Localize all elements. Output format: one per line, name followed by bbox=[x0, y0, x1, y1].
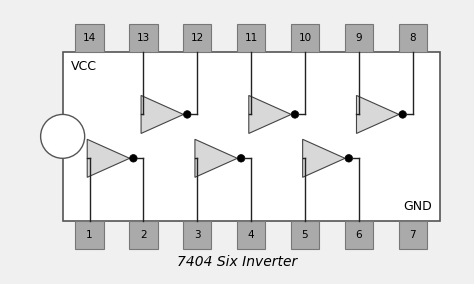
Bar bbox=[129, 24, 157, 52]
Polygon shape bbox=[249, 95, 291, 133]
Bar bbox=[237, 24, 265, 52]
Text: 7404 Six Inverter: 7404 Six Inverter bbox=[177, 254, 297, 269]
Text: 6: 6 bbox=[356, 230, 362, 240]
Text: 7: 7 bbox=[410, 230, 416, 240]
Polygon shape bbox=[87, 139, 129, 177]
Text: 2: 2 bbox=[140, 230, 147, 240]
Text: GND: GND bbox=[403, 200, 432, 213]
Text: 10: 10 bbox=[299, 33, 311, 43]
Text: 5: 5 bbox=[301, 230, 308, 240]
Bar bbox=[63, 52, 439, 221]
Bar bbox=[291, 221, 319, 249]
Text: 14: 14 bbox=[83, 33, 96, 43]
Text: 12: 12 bbox=[191, 33, 204, 43]
Polygon shape bbox=[141, 95, 183, 133]
Bar bbox=[183, 24, 211, 52]
Bar bbox=[75, 24, 104, 52]
Text: 11: 11 bbox=[245, 33, 258, 43]
Circle shape bbox=[291, 111, 299, 118]
Text: 13: 13 bbox=[137, 33, 150, 43]
Bar bbox=[291, 24, 319, 52]
Circle shape bbox=[41, 114, 85, 158]
Text: 8: 8 bbox=[410, 33, 416, 43]
Polygon shape bbox=[195, 139, 237, 177]
Circle shape bbox=[345, 154, 353, 162]
Bar bbox=[345, 221, 373, 249]
Circle shape bbox=[183, 111, 191, 118]
Bar bbox=[75, 221, 104, 249]
Text: 9: 9 bbox=[356, 33, 362, 43]
Polygon shape bbox=[356, 95, 399, 133]
Bar bbox=[399, 24, 427, 52]
Circle shape bbox=[237, 154, 245, 162]
Circle shape bbox=[399, 111, 406, 118]
Bar bbox=[183, 221, 211, 249]
Text: 3: 3 bbox=[194, 230, 201, 240]
Bar bbox=[129, 221, 157, 249]
Text: 1: 1 bbox=[86, 230, 93, 240]
Circle shape bbox=[129, 154, 137, 162]
Text: 4: 4 bbox=[248, 230, 255, 240]
Bar bbox=[237, 221, 265, 249]
Polygon shape bbox=[302, 139, 345, 177]
Bar bbox=[345, 24, 373, 52]
Bar bbox=[399, 221, 427, 249]
Text: VCC: VCC bbox=[71, 60, 97, 73]
